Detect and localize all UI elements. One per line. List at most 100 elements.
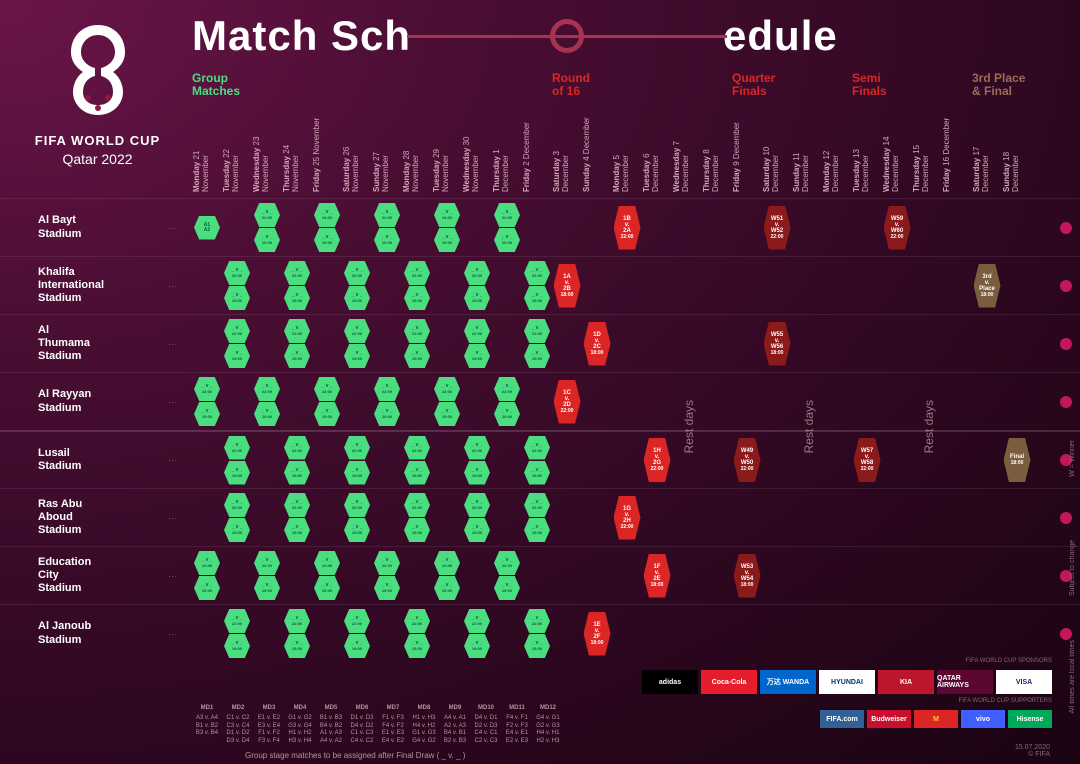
phase-label: 3rd Place & Final xyxy=(972,72,1025,98)
match-hex: _ v _19:00 xyxy=(494,402,520,426)
match-col xyxy=(672,199,702,256)
match-col xyxy=(702,373,732,430)
match-col xyxy=(432,432,462,488)
match-hex: _ v _19:00 xyxy=(524,286,550,310)
match-col xyxy=(852,489,882,546)
match-col xyxy=(972,315,1002,372)
knockout-hex: 3rdv.Place18:00 xyxy=(974,264,1001,308)
match-col xyxy=(942,373,972,430)
match-col: _ v _22:00_ v _19:00 xyxy=(432,199,462,256)
date-column: Tuesday 22 November xyxy=(222,112,252,192)
match-hex: _ v _19:00 xyxy=(404,286,430,310)
knockout-hex: W55v.W5618:00 xyxy=(764,322,791,366)
match-col: _ v _22:00_ v _19:00 xyxy=(402,489,432,546)
match-col: W53v.W5418:00 xyxy=(732,547,762,604)
match-col xyxy=(942,547,972,604)
match-hex: _ v _19:00 xyxy=(404,461,430,485)
match-col xyxy=(732,315,762,372)
match-hex: _ v _19:00 xyxy=(434,576,460,600)
match-col: _ v _22:00_ v _19:00 xyxy=(222,489,252,546)
match-col xyxy=(192,315,222,372)
ball-icon xyxy=(1060,222,1072,234)
stadium-row: Ras Abu Aboud Stadium···_ v _22:00_ v _1… xyxy=(0,488,1080,546)
match-col xyxy=(1002,373,1032,430)
date-column: Friday 16 December xyxy=(942,112,972,192)
match-col: 1Bv.2A22:00 xyxy=(612,199,642,256)
stadium-row: Education City Stadium···_ v _22:00_ v _… xyxy=(0,546,1080,604)
match-col xyxy=(582,199,612,256)
match-hex: _ v _22:00 xyxy=(344,493,370,517)
match-col: _ v _22:00_ v _19:00 xyxy=(342,257,372,314)
match-col: _ v _22:00_ v _19:00 xyxy=(372,199,402,256)
match-col: 1Hv.2G22:00 xyxy=(642,432,672,488)
dots-icon: ··· xyxy=(168,339,177,349)
matchday-col: MD11F4 v. F1F2 v. F3E4 v. E1E2 v. E3 xyxy=(502,705,532,746)
match-col xyxy=(642,489,672,546)
match-col: _ v _22:00_ v _19:00 xyxy=(282,257,312,314)
match-col xyxy=(972,432,1002,488)
dots-icon: ··· xyxy=(168,629,177,639)
date-column: Monday 5 December xyxy=(612,112,642,192)
match-col xyxy=(972,605,1002,662)
match-col xyxy=(582,373,612,430)
match-col xyxy=(792,605,822,662)
match-hex: _ v _22:00 xyxy=(284,319,310,343)
match-col: W57v.W5822:00 xyxy=(852,432,882,488)
match-col xyxy=(852,547,882,604)
match-col xyxy=(582,489,612,546)
matchday-col: MD5B1 v. B3B4 v. B2A1 v. A3A4 v. A2 xyxy=(316,705,346,746)
match-col xyxy=(852,315,882,372)
match-col: _ v _22:00_ v _19:00 xyxy=(402,432,432,488)
knockout-hex: W53v.W5418:00 xyxy=(734,554,761,598)
match-col: 1Av.2B18:00 xyxy=(552,257,582,314)
match-col xyxy=(882,432,912,488)
match-col xyxy=(642,315,672,372)
match-col xyxy=(492,257,522,314)
match-col xyxy=(612,605,642,662)
ball-icon xyxy=(1060,512,1072,524)
match-hex: _ v _22:00 xyxy=(464,319,490,343)
match-col xyxy=(822,373,852,430)
match-col: _ v _22:00_ v _19:00 xyxy=(222,315,252,372)
match-col xyxy=(822,432,852,488)
match-col xyxy=(612,432,642,488)
match-col xyxy=(672,489,702,546)
match-hex: _ v _22:00 xyxy=(194,551,220,575)
match-col: _ v _22:00_ v _19:00 xyxy=(282,315,312,372)
stadium-row: Al Rayyan Stadium···_ v _22:00_ v _19:00… xyxy=(0,372,1080,430)
match-col xyxy=(372,257,402,314)
match-hex: _ v _19:00 xyxy=(224,518,250,542)
match-col: _ v _22:00_ v _19:00 xyxy=(342,315,372,372)
match-col xyxy=(312,257,342,314)
match-hex: _ v _19:00 xyxy=(224,344,250,368)
match-hex: _ v _19:00 xyxy=(524,461,550,485)
match-hex: _ v _22:00 xyxy=(344,609,370,633)
match-hex: _ v _22:00 xyxy=(404,436,430,460)
match-hex: _ v _22:00 xyxy=(374,551,400,575)
match-col: W49v.W5022:00 xyxy=(732,432,762,488)
sponsor-label-top: FIFA WORLD CUP SPONSORS xyxy=(966,658,1052,664)
match-col xyxy=(702,605,732,662)
date-header-row: Monday 21 NovemberTuesday 22 NovemberWed… xyxy=(192,112,1032,192)
match-col: _ v _22:00_ v _19:00 xyxy=(192,373,222,430)
release-date: 15.07.2020 xyxy=(1015,744,1050,751)
match-col xyxy=(462,547,492,604)
match-hex: _ v _22:00 xyxy=(494,551,520,575)
match-col: _ v _22:00_ v _19:00 xyxy=(252,547,282,604)
match-col: _ v _22:00_ v _19:00 xyxy=(282,605,312,662)
match-col xyxy=(252,257,282,314)
sponsor-block: FIFA WORLD CUP SPONSORS adidasCoca-Cola万… xyxy=(642,658,1052,728)
match-col: _ v _22:00_ v _19:00 xyxy=(312,199,342,256)
match-col: _ v _22:00_ v _19:00 xyxy=(192,547,222,604)
match-hex: _ v _19:00 xyxy=(344,461,370,485)
knockout-hex: 1Dv.2C18:00 xyxy=(584,322,611,366)
match-hex: _ v _19:00 xyxy=(344,344,370,368)
match-col xyxy=(1002,605,1032,662)
date-column: Monday 21 November xyxy=(192,112,222,192)
date-column: Saturday 26 November xyxy=(342,112,372,192)
matches-area: _ v _22:00_ v _19:00_ v _22:00_ v _19:00… xyxy=(192,605,1032,662)
match-col xyxy=(732,489,762,546)
match-col: _ v _22:00_ v _19:00 xyxy=(432,373,462,430)
dots-icon: ··· xyxy=(168,455,177,465)
match-col: _ v _22:00_ v _19:00 xyxy=(312,547,342,604)
